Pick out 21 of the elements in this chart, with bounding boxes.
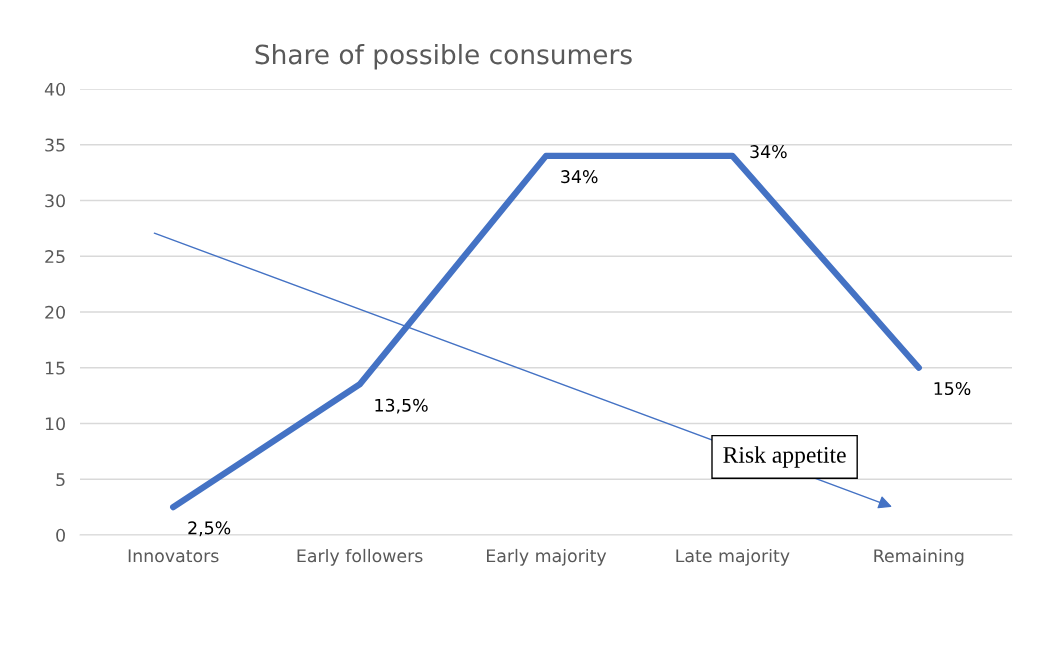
chart-title: Share of possible consumers <box>255 43 632 70</box>
y-tick-label: 5 <box>56 473 65 487</box>
data-label: 2,5% <box>188 521 231 537</box>
x-tick-label: Early followers <box>297 548 423 566</box>
x-tick-label: Early majority <box>487 548 607 566</box>
y-tick-label: 15 <box>45 361 65 375</box>
y-tick-label: 10 <box>45 417 65 431</box>
y-tick-label: 40 <box>44 82 65 96</box>
data-label: 34% <box>750 145 787 159</box>
y-tick-label: 20 <box>45 305 65 319</box>
data-label: 15% <box>934 381 971 396</box>
y-tick-label: 25 <box>45 249 65 264</box>
annotation: Risk appetite <box>723 446 846 468</box>
data-label: 13,5% <box>375 398 428 414</box>
y-tick-label: 0 <box>56 528 65 542</box>
y-tick-label: 35 <box>45 138 65 152</box>
x-tick-label: Remaining <box>874 548 964 566</box>
data-label: 34% <box>561 170 598 184</box>
x-tick-label: Innovators <box>128 549 219 563</box>
x-tick-label: Late majority <box>676 548 790 566</box>
y-tick-label: 30 <box>45 194 65 208</box>
